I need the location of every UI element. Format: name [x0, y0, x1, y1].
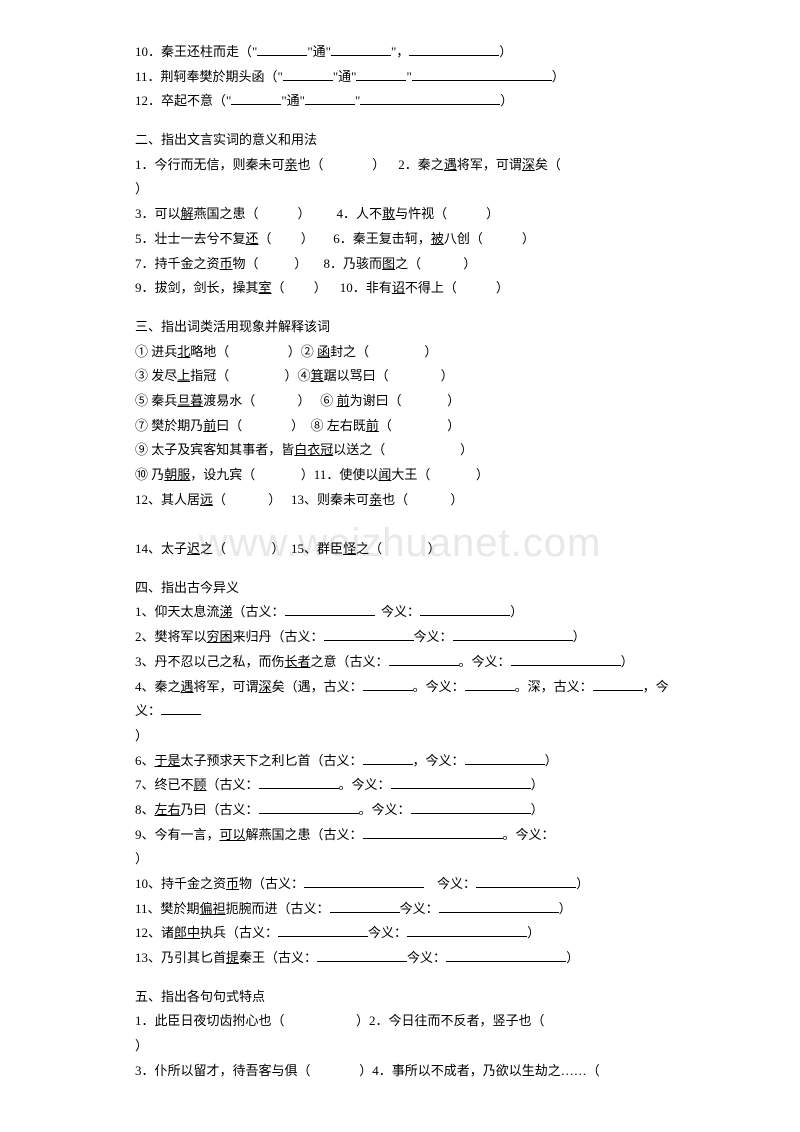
s4-l9c: ）	[135, 847, 685, 872]
s4-l13: 13、乃引其匕首提秦王（古义：今义：）	[135, 946, 685, 971]
q12: 12．卒起不意（""通""）	[135, 89, 685, 114]
s4-l2: 2、樊将军以穷困来归丹（古义：今义：）	[135, 625, 685, 650]
s2-l5: 5．壮士一去兮不复还（ ） 6．秦王复击轲，被八创（ ）	[135, 227, 685, 252]
section-5-head: 五、指出各句句式特点	[135, 985, 685, 1010]
section-3-head: 三、指出词类活用现象并解释该词	[135, 315, 685, 340]
s4-l10: 10、持千金之资币物（古义： 今义：）	[135, 872, 685, 897]
s3-l9: ⑨ 太子及宾客知其事者，皆白衣冠以送之（ ）	[135, 438, 685, 463]
s2-l3: 3．可以解燕国之患（ ） 4．人不敢与忤视（ ）	[135, 202, 685, 227]
s3-l7: ⑦ 樊於期乃前曰（ ） ⑧ 左右既前（ ）	[135, 414, 685, 439]
document-body: 10．秦王还柱而走（""通""，） 11．荆轲奉樊於期头函（""通""） 12．…	[135, 40, 685, 1084]
s3-l3: ③ 发尽上指冠（ ）④箕踞以骂曰（ ）	[135, 364, 685, 389]
s4-l12: 12、诸郎中执兵（古义：今义：）	[135, 921, 685, 946]
s4-l4: 4、秦之遇将军，可谓深矣（遇，古义：。今义：。深，古义：，今义：	[135, 675, 685, 724]
s4-l3: 3、丹不忍以己之私，而伤长者之意（古义：。今义：）	[135, 650, 685, 675]
s3-l14: 14、太子迟之（ ） 15、群臣怪之（ ）	[135, 537, 685, 562]
s2-l1: 1．今行而无信，则秦未可亲也（ ） 2．秦之遇将军，可谓深矣（	[135, 153, 685, 178]
s4-l9: 9、今有一言，可以解燕国之患（古义：。今义：	[135, 823, 685, 848]
s4-l7: 7、终已不顾（古义：。今义：）	[135, 773, 685, 798]
q10: 10．秦王还柱而走（""通""，）	[135, 40, 685, 65]
s5-l1c: ）	[135, 1034, 685, 1059]
s3-blank	[135, 512, 685, 537]
s2-l1c: ）	[135, 177, 685, 202]
q11: 11．荆轲奉樊於期头函（""通""）	[135, 65, 685, 90]
s4-l4c: ）	[135, 724, 685, 749]
s4-l11: 11、樊於期偏袒扼腕而进（古义：今义：）	[135, 897, 685, 922]
section-4-head: 四、指出古今异义	[135, 576, 685, 601]
s3-l1: ① 进兵北略地（ ）② 函封之（ ）	[135, 340, 685, 365]
s3-l12: 12、其人居远（ ） 13、则秦未可亲也（ ）	[135, 488, 685, 513]
s4-l8: 8、左右乃曰（古义：。今义：）	[135, 798, 685, 823]
s3-l5: ⑤ 秦兵旦暮渡易水（ ） ⑥ 前为谢曰（ ）	[135, 389, 685, 414]
s5-l3: 3．仆所以留才，待吾客与俱（ ）4．事所以不成者，乃欲以生劫之……（	[135, 1059, 685, 1084]
s2-l7: 7．持千金之资币物（ ） 8．乃骇而图之（ ）	[135, 252, 685, 277]
s4-l6: 6、于是太子预求天下之利匕首（古义：，今义：）	[135, 749, 685, 774]
s3-l10: ⑩ 乃朝服，设九宾（ ）11．使使以闻大王（ ）	[135, 463, 685, 488]
s2-l9: 9．拔剑，剑长，操其室（ ） 10．非有诏不得上（ ）	[135, 276, 685, 301]
s5-l1: 1．此臣日夜切齿拊心也（ ）2．今日往而不反者，竖子也（	[135, 1009, 685, 1034]
s4-l1: 1、仰天太息流涕（古义： 今义：）	[135, 600, 685, 625]
section-2-head: 二、指出文言实词的意义和用法	[135, 128, 685, 153]
